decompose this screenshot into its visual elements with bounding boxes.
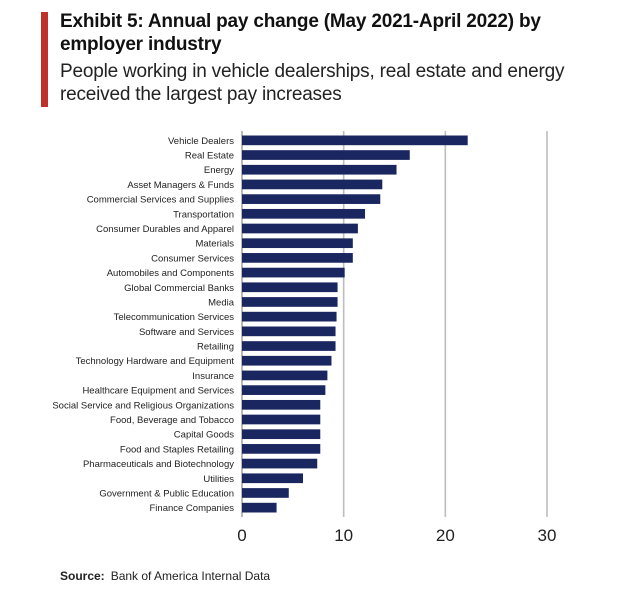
category-label: Consumer Services: [151, 253, 234, 264]
bar: [242, 164, 397, 175]
accent-bar: [41, 12, 48, 107]
bar: [242, 370, 328, 381]
category-label: Food, Beverage and Tobacco: [110, 415, 234, 426]
bar: [242, 267, 345, 278]
bar: [242, 208, 366, 219]
x-tick-label: 10: [334, 526, 353, 545]
category-label: Healthcare Equipment and Services: [82, 386, 234, 397]
category-label: Pharmaceuticals and Biotechnology: [83, 459, 234, 470]
bar: [242, 223, 358, 234]
category-label: Capital Goods: [174, 430, 234, 441]
category-label: Global Commercial Banks: [124, 283, 234, 294]
bar: [242, 444, 321, 454]
chart-title: Exhibit 5: Annual pay change (May 2021-A…: [60, 11, 541, 55]
bar: [242, 150, 410, 160]
category-label: Software and Services: [139, 327, 234, 338]
bar: [242, 385, 326, 395]
category-label: Asset Managers & Funds: [127, 180, 234, 191]
chart-subtitle: People working in vehicle dealerships, r…: [60, 61, 565, 105]
bar: [242, 326, 336, 337]
x-tick-label: 20: [436, 526, 455, 545]
category-label: Media: [208, 297, 235, 308]
category-label: Automobiles and Components: [107, 268, 235, 279]
category-label: Vehicle Dealers: [168, 136, 234, 147]
bar: [242, 238, 353, 249]
bar: [242, 311, 337, 322]
category-label: Food and Staples Retailing: [120, 444, 234, 455]
bar: [242, 282, 338, 293]
bar: [242, 179, 383, 190]
bar: [242, 429, 321, 440]
bar: [242, 414, 321, 425]
bar: [242, 355, 332, 366]
category-label: Materials: [195, 239, 234, 250]
bar: [242, 502, 277, 513]
category-label: Insurance: [192, 371, 234, 382]
x-tick-label: 30: [538, 526, 557, 545]
source-label: Source:: [60, 569, 105, 583]
category-label: Finance Companies: [150, 503, 235, 514]
x-tick-label: 0: [237, 526, 246, 545]
bar: [242, 135, 468, 146]
bar: [242, 253, 353, 263]
category-label: Transportation: [173, 209, 234, 220]
source-note: Source: Bank of America Internal Data: [60, 569, 270, 583]
bar: [242, 399, 321, 410]
category-label: Real Estate: [185, 151, 234, 162]
bar: [242, 458, 318, 469]
bar: [242, 473, 303, 484]
category-label: Consumer Durables and Apparel: [96, 224, 234, 235]
bar: [242, 194, 381, 204]
category-label: Commercial Services and Supplies: [87, 195, 235, 206]
category-label: Retailing: [197, 342, 234, 353]
category-label: Government & Public Education: [99, 488, 234, 499]
category-label: Energy: [204, 165, 234, 176]
category-label: Technology Hardware and Equipment: [76, 356, 235, 367]
bar: [242, 341, 336, 351]
category-label: Utilities: [203, 474, 234, 485]
category-label: Telecommunication Services: [114, 312, 235, 323]
bar: [242, 297, 338, 307]
source-text: Bank of America Internal Data: [110, 569, 271, 583]
category-label: Social Service and Religious Organizatio…: [52, 400, 234, 411]
bar: [242, 488, 289, 498]
